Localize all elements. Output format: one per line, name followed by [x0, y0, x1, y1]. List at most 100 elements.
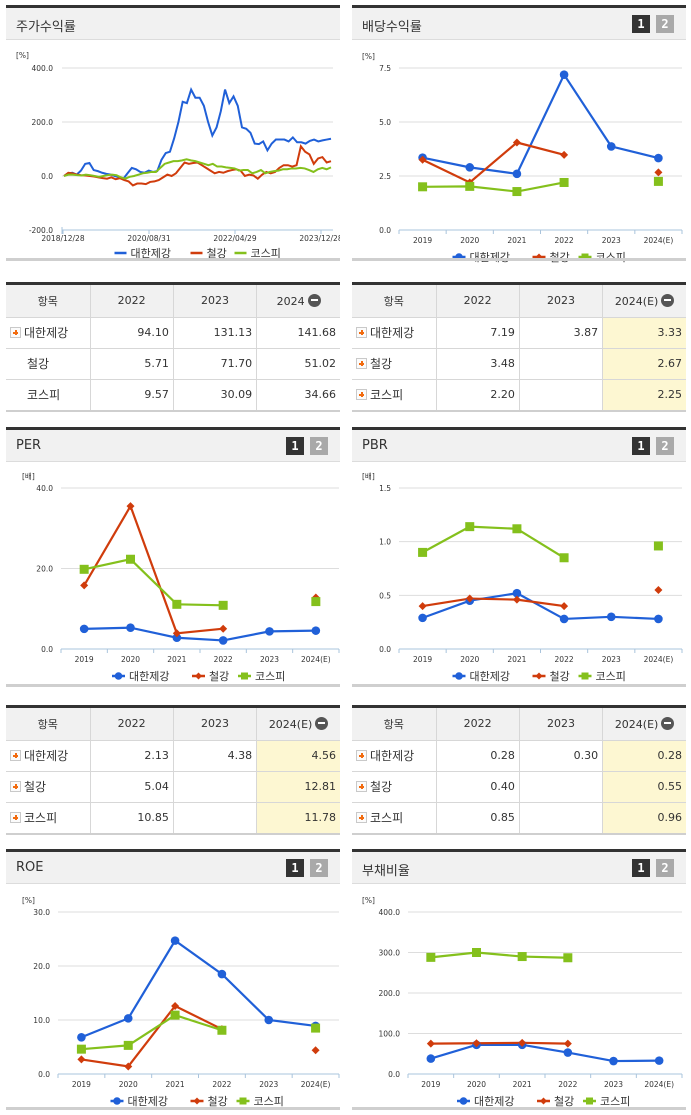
- data-point[interactable]: [218, 636, 228, 645]
- data-point[interactable]: [217, 1025, 227, 1035]
- legend-item[interactable]: 대한제강: [457, 1095, 514, 1107]
- expand-plus-icon[interactable]: [356, 327, 367, 338]
- data-point[interactable]: [418, 155, 427, 164]
- legend-item[interactable]: 코스피: [238, 670, 285, 683]
- row-label[interactable]: 철강: [352, 348, 437, 380]
- data-point[interactable]: [418, 602, 427, 611]
- collapse-icon[interactable]: [307, 293, 321, 307]
- data-point[interactable]: [465, 594, 474, 603]
- legend-item[interactable]: 철강: [192, 670, 229, 683]
- data-point[interactable]: [472, 948, 481, 957]
- row-label[interactable]: 대한제강: [352, 317, 437, 349]
- data-point[interactable]: [653, 176, 663, 186]
- data-point[interactable]: [512, 138, 521, 147]
- data-point[interactable]: [606, 142, 616, 151]
- row-label[interactable]: 철강: [352, 771, 437, 803]
- data-point[interactable]: [77, 1032, 86, 1042]
- expand-plus-icon[interactable]: [10, 812, 21, 824]
- legend-item[interactable]: 대한제강: [114, 247, 171, 260]
- data-point[interactable]: [124, 1062, 133, 1071]
- data-point[interactable]: [123, 1014, 133, 1023]
- data-point[interactable]: [264, 1015, 274, 1025]
- data-point[interactable]: [609, 1056, 618, 1066]
- data-point[interactable]: [606, 612, 616, 622]
- data-point[interactable]: [418, 547, 428, 557]
- row-label[interactable]: 코스피: [6, 802, 91, 833]
- page-1-button[interactable]: 1: [632, 859, 650, 877]
- data-point[interactable]: [123, 1040, 133, 1050]
- expand-plus-icon[interactable]: [10, 327, 21, 338]
- data-point[interactable]: [76, 1044, 86, 1054]
- data-point[interactable]: [512, 588, 522, 598]
- legend-item[interactable]: 대한제강: [112, 670, 169, 683]
- page-1-button[interactable]: 1: [286, 859, 304, 877]
- data-point[interactable]: [172, 629, 181, 638]
- row-label[interactable]: 코스피: [352, 379, 437, 410]
- data-point[interactable]: [126, 623, 135, 632]
- data-point[interactable]: [311, 597, 321, 607]
- expand-plus-icon[interactable]: [10, 750, 21, 761]
- page-1-button[interactable]: 1: [286, 437, 304, 455]
- data-point[interactable]: [172, 633, 182, 643]
- legend-item[interactable]: 대한제강: [110, 1095, 168, 1107]
- data-point[interactable]: [518, 1038, 527, 1047]
- page-2-button[interactable]: 2: [656, 437, 674, 455]
- data-point[interactable]: [217, 969, 227, 979]
- data-point[interactable]: [512, 595, 521, 604]
- data-point[interactable]: [219, 624, 228, 633]
- data-point[interactable]: [265, 627, 274, 636]
- page-1-button[interactable]: 1: [632, 15, 650, 33]
- data-point[interactable]: [311, 626, 321, 635]
- data-point[interactable]: [472, 1039, 481, 1048]
- legend-item[interactable]: 대한제강: [452, 251, 510, 263]
- data-point[interactable]: [171, 1001, 180, 1010]
- expand-plus-icon[interactable]: [356, 358, 367, 369]
- data-point[interactable]: [418, 182, 428, 192]
- data-point[interactable]: [79, 624, 89, 634]
- data-point[interactable]: [559, 553, 569, 563]
- data-point[interactable]: [170, 936, 180, 945]
- legend-item[interactable]: 코스피: [578, 670, 626, 683]
- collapse-icon[interactable]: [315, 716, 329, 730]
- data-point[interactable]: [465, 163, 475, 172]
- legend-item[interactable]: 코스피: [236, 1095, 284, 1107]
- data-point[interactable]: [126, 502, 135, 511]
- row-label[interactable]: 철강: [6, 771, 91, 803]
- data-point[interactable]: [77, 1055, 86, 1064]
- legend-item[interactable]: 철강: [190, 1095, 228, 1107]
- row-label[interactable]: 대한제강: [6, 740, 91, 772]
- data-point[interactable]: [654, 153, 663, 163]
- data-point[interactable]: [465, 181, 475, 191]
- expand-plus-icon[interactable]: [10, 781, 21, 792]
- data-point[interactable]: [512, 169, 522, 179]
- data-point[interactable]: [563, 1048, 573, 1057]
- page-2-button[interactable]: 2: [656, 859, 674, 877]
- page-1-button[interactable]: 1: [632, 437, 650, 455]
- legend-item[interactable]: 철강: [190, 247, 227, 260]
- data-point[interactable]: [512, 187, 522, 197]
- data-point[interactable]: [517, 952, 527, 962]
- data-point[interactable]: [311, 1046, 320, 1055]
- collapse-icon[interactable]: [661, 293, 675, 307]
- legend-item[interactable]: 코스피: [578, 251, 626, 263]
- legend-item[interactable]: 철강: [537, 1095, 574, 1107]
- legend-item[interactable]: 대한제강: [452, 670, 510, 683]
- data-point[interactable]: [126, 554, 135, 564]
- data-point[interactable]: [563, 1039, 572, 1048]
- expand-plus-icon[interactable]: [356, 389, 367, 401]
- data-point[interactable]: [563, 953, 573, 963]
- row-label[interactable]: 대한제강: [6, 317, 91, 349]
- data-point[interactable]: [512, 524, 522, 534]
- collapse-icon[interactable]: [661, 716, 675, 730]
- data-point[interactable]: [560, 602, 569, 611]
- legend-item[interactable]: 코스피: [583, 1095, 630, 1107]
- row-label[interactable]: 대한제강: [352, 740, 437, 772]
- data-point[interactable]: [560, 150, 569, 159]
- data-point[interactable]: [653, 541, 663, 551]
- legend-item[interactable]: 코스피: [234, 247, 281, 260]
- data-point[interactable]: [559, 177, 569, 187]
- data-point[interactable]: [654, 1056, 664, 1065]
- data-point[interactable]: [654, 168, 663, 177]
- row-label[interactable]: 코스피: [352, 802, 437, 833]
- page-2-button[interactable]: 2: [656, 15, 674, 33]
